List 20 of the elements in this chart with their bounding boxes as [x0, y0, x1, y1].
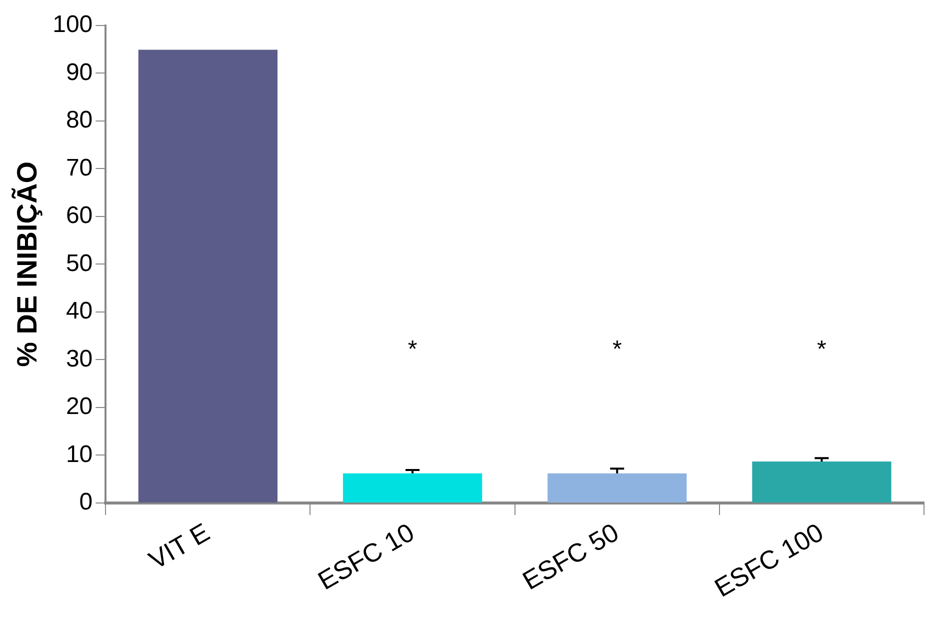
bar: [342, 473, 482, 503]
y-tick-label: 100: [52, 11, 93, 38]
y-tick-label: 50: [66, 250, 93, 277]
annotation: *: [408, 336, 418, 363]
y-tick-label: 30: [66, 345, 93, 372]
annotation: *: [817, 336, 826, 363]
annotation: *: [612, 336, 622, 363]
y-tick-label: 60: [66, 202, 93, 230]
y-axis-title: % DE INIBIÇÃO: [12, 162, 43, 367]
bar: [752, 461, 892, 503]
x-tick-label: VIT E: [144, 516, 215, 576]
bar: [138, 50, 278, 503]
y-tick-label: 90: [66, 58, 93, 86]
y-tick-label: 0: [79, 488, 93, 516]
y-tick-label: 70: [66, 154, 93, 182]
y-tick-label: 40: [66, 298, 93, 325]
y-tick-label: 20: [66, 393, 93, 420]
bar: [548, 473, 687, 503]
y-tick-label: 10: [66, 440, 93, 468]
y-tick-label: 80: [66, 106, 93, 134]
